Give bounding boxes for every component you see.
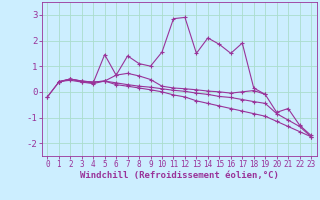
X-axis label: Windchill (Refroidissement éolien,°C): Windchill (Refroidissement éolien,°C) [80,171,279,180]
